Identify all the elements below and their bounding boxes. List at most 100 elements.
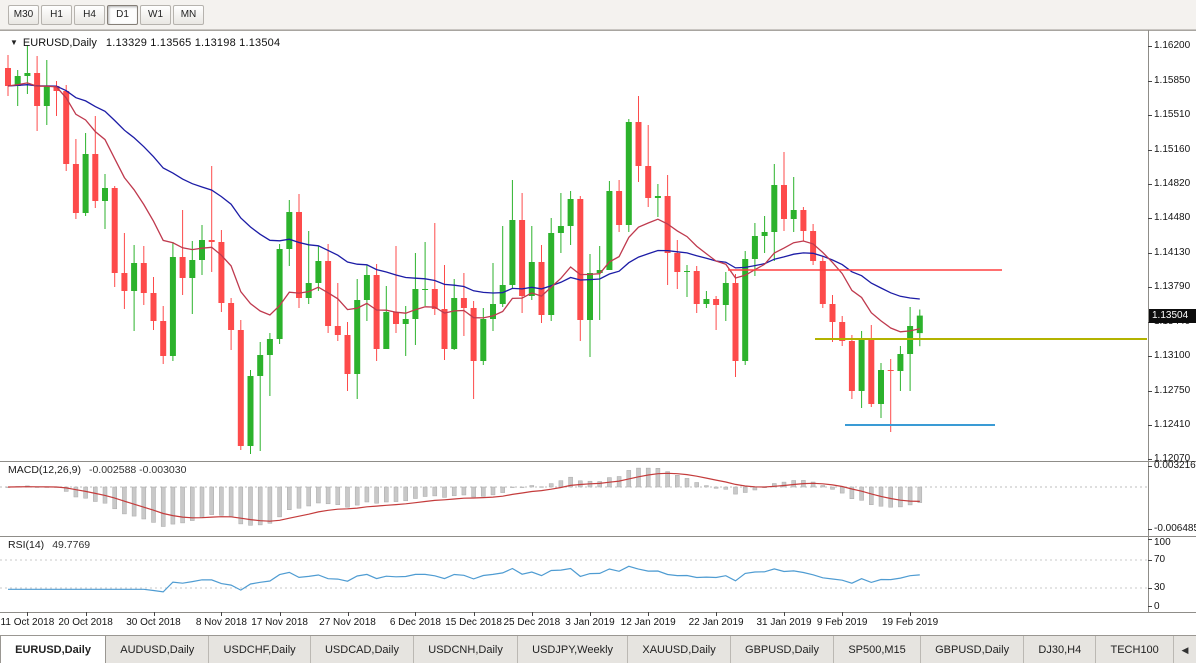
chart-tab-dj30-h4[interactable]: DJ30,H4 — [1024, 636, 1097, 663]
price-axis-label: 1.12410 — [1154, 419, 1191, 430]
macd-histogram-bar — [898, 486, 903, 508]
chart-tab-xauusd-daily[interactable]: XAUUSD,Daily — [628, 636, 731, 663]
timeframe-button-h4[interactable]: H4 — [74, 4, 105, 25]
price-axis-label: 1.14130 — [1154, 247, 1191, 258]
macd-indicator-pane[interactable] — [0, 461, 1148, 536]
macd-histogram-bar — [820, 485, 826, 488]
chart-tab-usdcad-daily[interactable]: USDCAD,Daily — [311, 636, 415, 663]
candle-body — [53, 86, 60, 91]
candle-body — [412, 289, 419, 319]
macd-histogram-bar — [733, 486, 738, 495]
macd-histogram-bar — [810, 481, 816, 488]
candle-body — [887, 370, 894, 371]
date-axis-label: 8 Nov 2018 — [195, 617, 247, 628]
macd-histogram-bar — [160, 486, 166, 527]
date-axis-tick — [221, 612, 223, 616]
chart-tab-tech100[interactable]: TECH100 — [1096, 636, 1174, 663]
rsi-axis-label: 0 — [1154, 601, 1160, 612]
macd-histogram-bar — [73, 486, 79, 498]
chart-tab-usdchf-daily[interactable]: USDCHF,Daily — [209, 636, 311, 663]
timeframe-button-w1[interactable]: W1 — [140, 4, 171, 25]
candle-body — [228, 303, 235, 330]
candle-body — [63, 91, 70, 164]
timeframe-button-mn[interactable]: MN — [173, 4, 204, 25]
date-axis-tick — [473, 612, 475, 616]
macd-histogram-bar — [510, 486, 515, 488]
chart-tab-usdcnh-daily[interactable]: USDCNH,Daily — [414, 636, 518, 663]
date-axis-tick — [590, 612, 591, 616]
date-axis-tick — [531, 612, 533, 616]
rsi-label: RSI(14) 49.7769 — [8, 539, 90, 551]
chart-tab-sp500-m15[interactable]: SP500,M15 — [834, 636, 921, 663]
macd-histogram-bar — [63, 486, 69, 492]
macd-histogram-bar — [384, 486, 389, 503]
candle-body — [422, 289, 429, 290]
macd-histogram-bar — [83, 486, 88, 499]
macd-histogram-bar — [548, 483, 554, 488]
tab-scroll-left-icon[interactable]: ◀ — [1181, 644, 1189, 655]
candle-body — [276, 249, 283, 339]
rsi-indicator-pane[interactable] — [0, 536, 1148, 612]
candle-body — [189, 260, 196, 278]
candle-body — [82, 154, 89, 213]
date-axis-tick — [153, 612, 155, 616]
candle-body — [625, 122, 632, 225]
macd-histogram-bar — [413, 486, 418, 499]
candle-body — [587, 273, 593, 320]
price-axis-label: 1.14820 — [1154, 178, 1191, 189]
candle-body — [916, 315, 923, 334]
candle-body — [334, 326, 341, 335]
chart-window[interactable] — [0, 30, 1196, 635]
chart-tab-eurusd-daily[interactable]: EURUSD,Daily — [0, 636, 107, 663]
rsi-line — [8, 565, 920, 593]
rsi-axis-tick — [1148, 588, 1152, 589]
chart-tab-gbpusd-daily[interactable]: GBPUSD,Daily — [731, 636, 835, 663]
macd-histogram-bar — [781, 481, 787, 488]
macd-histogram-bar — [267, 486, 273, 524]
candle-body — [868, 340, 875, 404]
macd-histogram-bar — [481, 486, 486, 497]
date-axis-label: 11 Oct 2018 — [0, 617, 55, 628]
macd-histogram-bar — [345, 486, 350, 508]
pane-separator[interactable] — [0, 536, 1196, 537]
timeframe-button-h1[interactable]: H1 — [41, 4, 72, 25]
date-axis-tick — [279, 612, 281, 616]
candle-body — [140, 263, 147, 293]
timeframe-toolbar: M30 H1 H4 D1 W1 MN — [0, 0, 1196, 30]
macd-histogram-bar — [665, 471, 670, 488]
macd-histogram-bar — [422, 486, 428, 497]
date-axis-tick — [27, 612, 29, 616]
chart-tab-gbpusd-daily[interactable]: GBPUSD,Daily — [921, 636, 1025, 663]
candle-body — [790, 210, 797, 219]
timeframe-button-d1[interactable]: D1 — [107, 4, 138, 25]
candle-body — [761, 232, 768, 236]
candle-body — [509, 220, 516, 285]
chart-tab-bar: EURUSD,Daily AUDUSD,Daily USDCHF,Daily USDC… — [0, 635, 1196, 663]
price-axis-tick — [1148, 253, 1152, 254]
candle-body — [72, 164, 79, 213]
candle-body — [179, 257, 186, 278]
macd-histogram-bar — [859, 486, 864, 501]
chart-tab-audusd-daily[interactable]: AUDUSD,Daily — [106, 636, 210, 663]
date-axis-tick — [716, 612, 718, 616]
main-price-chart[interactable] — [0, 30, 1148, 461]
macd-histogram-bar — [490, 486, 496, 496]
candle-body — [858, 340, 865, 391]
candle-body — [490, 304, 496, 319]
macd-histogram-bar — [354, 486, 360, 506]
candle-body — [897, 354, 904, 371]
candle-body — [373, 275, 380, 349]
macd-histogram-bar — [364, 486, 370, 503]
macd-signal-line — [7, 472, 920, 522]
candle-body — [722, 283, 729, 305]
date-axis-label: 20 Oct 2018 — [58, 617, 113, 628]
date-axis-tick — [842, 612, 844, 616]
macd-histogram-bar — [869, 486, 874, 505]
chart-collapse-icon[interactable]: ▼ — [10, 38, 18, 47]
candle-body — [693, 271, 700, 304]
chart-tab-usdjpy-weekly[interactable]: USDJPY,Weekly — [518, 636, 629, 663]
macd-axis-label: 0.003216 — [1154, 460, 1196, 472]
timeframe-button-m30[interactable]: M30 — [8, 4, 39, 25]
pane-separator[interactable] — [0, 461, 1196, 462]
